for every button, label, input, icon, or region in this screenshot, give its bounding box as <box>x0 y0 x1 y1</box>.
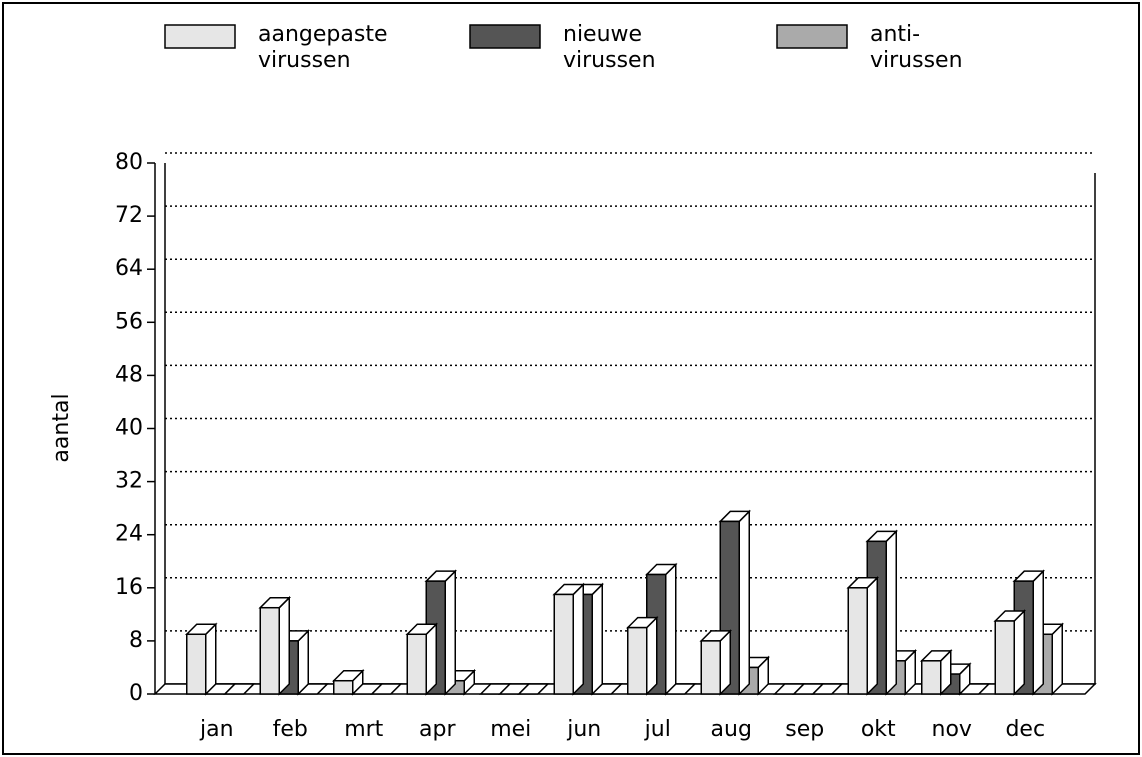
x-tick-label: mrt <box>344 717 383 742</box>
bar <box>699 629 733 696</box>
bar <box>625 615 659 696</box>
bar-front <box>333 679 354 695</box>
bar-front <box>553 593 574 695</box>
bar <box>405 622 439 696</box>
bar-side <box>205 622 217 696</box>
y-tick-label: 40 <box>115 416 143 441</box>
bar-side <box>572 582 584 696</box>
bar-side <box>444 569 456 696</box>
bar-side <box>1013 609 1025 696</box>
bar <box>478 683 512 695</box>
bar-front <box>627 626 648 695</box>
bar <box>331 668 365 696</box>
y-axis-label: aantal <box>49 393 74 462</box>
x-tick-label: nov <box>932 717 972 742</box>
bar-side <box>1032 569 1044 696</box>
bar <box>993 609 1027 696</box>
bar <box>552 582 586 696</box>
bar <box>184 622 218 696</box>
bar-front <box>994 620 1015 695</box>
bar-top <box>478 683 512 695</box>
bar-front <box>406 633 427 695</box>
bar <box>772 683 806 695</box>
bar-front <box>186 633 207 695</box>
y-tick-label: 0 <box>129 681 143 706</box>
bar-side <box>591 582 603 696</box>
x-tick-label: dec <box>1005 717 1045 742</box>
y-tick-label: 56 <box>115 309 143 334</box>
bar-side <box>425 622 437 696</box>
legend-label: nieuwe virussen <box>563 22 656 73</box>
y-tick-label: 24 <box>115 522 143 547</box>
x-tick-label: jul <box>644 717 671 742</box>
y-tick-label: 80 <box>115 150 143 175</box>
bar-front <box>847 587 868 695</box>
bar <box>919 649 953 696</box>
legend-swatch <box>164 24 236 49</box>
x-tick-label: feb <box>273 717 308 742</box>
y-tick-label: 16 <box>115 575 143 600</box>
y-tick-label: 48 <box>115 362 143 387</box>
x-tick-label: okt <box>861 717 896 742</box>
legend-label: anti-virussen <box>870 22 963 73</box>
y-tick-label: 8 <box>129 628 143 653</box>
y-tick-label: 64 <box>115 256 143 281</box>
bar-side <box>885 529 897 696</box>
bar-front <box>700 640 721 695</box>
bar-front <box>921 660 942 695</box>
bar-front <box>259 606 280 695</box>
bar-side <box>665 562 677 696</box>
x-tick-label: jun <box>566 717 601 742</box>
back-wall <box>164 163 1096 685</box>
bar-side <box>278 595 290 696</box>
bar <box>258 595 292 696</box>
bar-side <box>1051 622 1063 696</box>
legend-label: aangepaste virussen <box>258 22 388 73</box>
bar-side <box>738 509 750 696</box>
bar-side <box>866 575 878 696</box>
x-tick-label: mei <box>490 717 531 742</box>
x-tick-label: aug <box>711 717 752 742</box>
legend-swatch <box>776 24 848 49</box>
bar-side <box>646 615 658 696</box>
bar-top <box>772 683 806 695</box>
y-tick-label: 72 <box>115 203 143 228</box>
x-tick-label: sep <box>785 717 824 742</box>
legend-swatch <box>469 24 541 49</box>
bar <box>846 575 880 696</box>
y-tick-label: 32 <box>115 469 143 494</box>
x-tick-label: jan <box>199 717 234 742</box>
x-tick-label: apr <box>419 717 456 742</box>
